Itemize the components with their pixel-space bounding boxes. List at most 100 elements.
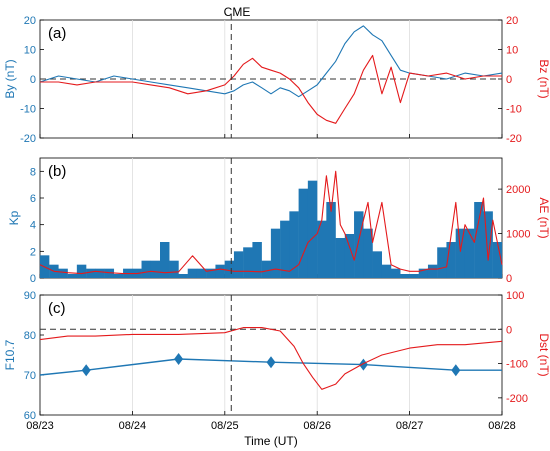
left-tick-label: 2 [30,246,36,258]
left-tick-label: 60 [24,410,36,422]
x-tick-label: 08/25 [211,420,239,432]
kp-bar [196,268,207,278]
kp-bar [289,211,299,278]
right-tick-label: 0 [506,273,512,285]
kp-bar [464,228,475,278]
panel-c-left-axis-label: F10.7 [3,339,17,370]
kp-bar [76,264,87,278]
left-tick-label: 6 [30,193,36,205]
kp-bar [483,211,493,278]
panel-b-series [39,170,503,275]
kp-bar [298,188,309,278]
panel-a-left-axis-label: By (nT) [3,59,17,98]
diamond-marker [451,364,461,377]
kp-bar [427,264,438,278]
right-tick-label: -20 [506,133,522,145]
left-tick-label: -10 [20,104,36,116]
left-tick-label: 0 [30,74,36,86]
kp-bar [58,268,68,278]
right-tick-label: -200 [506,393,528,405]
panel-b-right-axis-label: AE (nT) [537,197,550,238]
x-tick-label: 08/24 [119,420,147,432]
kp-bar [261,260,272,278]
kp-bar [86,268,96,278]
left-tick-label: 4 [30,220,36,232]
x-tick-label: 08/28 [488,420,516,432]
panel-c-right-ticks: -200 -100 0 100 [498,290,528,405]
right-tick-label: 1000 [506,229,530,241]
kp-bar [215,264,225,278]
kp-bar [391,268,401,278]
x-tick-label: 08/27 [396,420,424,432]
kp-bar [381,264,392,278]
kp-bar [270,228,281,278]
left-tick-label: 10 [24,45,36,57]
panel-a-right-ticks: -20 -10 0 10 20 [498,15,522,145]
kp-bar [187,268,198,278]
right-tick-label: -100 [506,359,528,371]
diamond-marker [266,356,276,369]
panel-b-label: (b) [48,163,66,180]
kp-bar [363,228,373,278]
kp-bar [400,274,410,278]
kp-bar [437,247,447,278]
left-tick-label: 70 [24,370,36,382]
kp-bar [280,220,290,278]
x-tick-label: 08/26 [303,420,331,432]
panel-b-right-ticks: 0 1000 2000 [498,184,530,285]
kp-bar [492,242,503,278]
right-tick-label: 20 [506,15,518,27]
panel-c-label: (c) [48,300,66,317]
right-tick-label: 100 [506,290,524,302]
diamond-marker [174,353,184,365]
panel-a-label: (a) [48,25,66,42]
panel-b-left-axis-label: Kp [7,210,21,225]
x-axis-label: Time (UT) [244,434,298,448]
right-tick-label: 0 [506,74,512,86]
right-tick-label: 10 [506,45,518,57]
panel-a-left-ticks: -20 -10 0 10 20 [20,15,44,145]
kp-bar [206,268,216,278]
panel-c-frame [39,294,503,416]
kp-bar [113,274,124,278]
panel-c-x-ticks: 08/23 08/24 08/25 08/26 08/27 08/28 [26,420,516,432]
x-tick-label: 08/23 [26,420,54,432]
panel-c-gridlines [39,295,503,415]
panel-c-left-ticks: 60 70 80 90 [24,290,44,422]
left-tick-label: 80 [24,330,36,342]
kp-bar [150,260,161,278]
panel-b-kp-bars [39,180,503,278]
kp-bar [409,274,419,278]
kp-bar [317,220,327,278]
left-tick-label: 90 [24,290,36,302]
kp-bar [252,242,262,278]
panel-b: (b) 0 2 4 6 8 0 1000 2000 Kp AE (nT) [7,157,550,285]
panel-c-right-axis-label: Dst (nT) [537,333,550,376]
kp-bar [307,180,318,278]
left-tick-label: 0 [30,273,36,285]
kp-bar [169,260,179,278]
left-tick-label: -20 [20,133,36,145]
diamond-marker [358,358,368,371]
kp-bar [67,274,78,278]
right-axis-series-line [40,54,502,124]
panel-b-left-ticks: 0 2 4 6 8 [30,166,44,285]
kp-bar [224,260,235,278]
kp-bar [326,202,336,278]
right-tick-label: 0 [506,324,512,336]
right-tick-label: -10 [506,104,522,116]
panel-a-right-axis-label: Bz (nT) [537,59,550,98]
kp-bar [233,251,244,278]
right-tick-label: 2000 [506,184,530,196]
kp-bar [95,268,105,278]
kp-bar [344,234,355,278]
kp-bar [243,247,253,278]
right-axis-series-line [39,327,503,390]
left-axis-series-line [39,25,503,98]
left-tick-label: 8 [30,166,36,178]
kp-bar [446,242,456,278]
kp-bar [141,260,151,278]
panel-c-series [39,327,503,390]
